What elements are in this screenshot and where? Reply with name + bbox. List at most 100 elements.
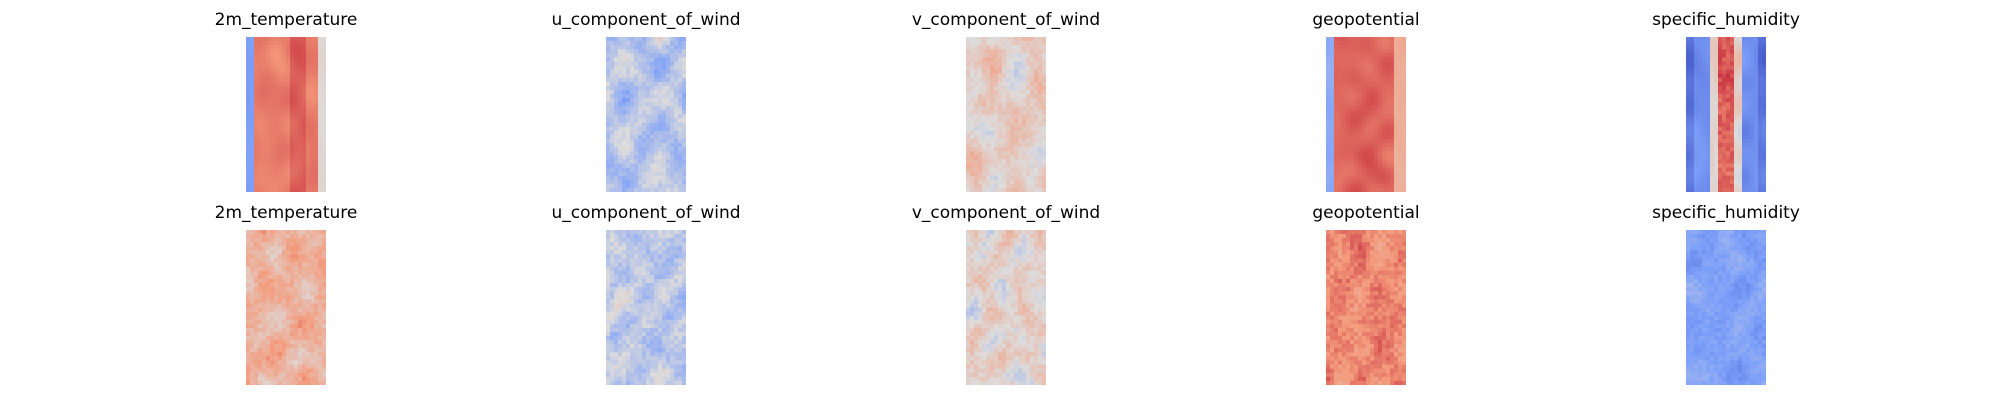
heatmap-cell <box>1358 171 1363 176</box>
heatmap-cell <box>626 258 631 263</box>
heatmap-cell <box>1338 77 1343 83</box>
heatmap-cell <box>642 53 647 58</box>
heatmap-cell <box>646 274 651 280</box>
heatmap-cell <box>1366 85 1371 91</box>
heatmap-cell <box>1334 171 1339 176</box>
heatmap-cell <box>1358 187 1363 192</box>
heatmap-cell <box>322 360 326 365</box>
heatmap-cell <box>1386 69 1391 75</box>
heatmap-cell <box>1030 45 1035 50</box>
heatmap-cell <box>1342 118 1347 123</box>
heatmap-cell <box>654 295 659 300</box>
heatmap-cell <box>262 53 267 58</box>
heatmap-cell <box>1006 143 1011 148</box>
heatmap-cell <box>1366 102 1371 107</box>
heatmap-cell <box>274 187 279 192</box>
heatmap-cell <box>1338 106 1343 111</box>
heatmap-cell <box>314 380 319 385</box>
heatmap-cell <box>266 159 271 164</box>
heatmap-cell <box>1330 102 1335 107</box>
heatmap-cell <box>258 283 263 288</box>
heatmap-cell <box>270 372 275 378</box>
heatmap-cell <box>646 143 651 148</box>
heatmap-cell <box>1018 159 1023 164</box>
heatmap-cell <box>1714 175 1719 181</box>
heatmap-cell <box>1042 167 1046 172</box>
heatmap-cell <box>1354 179 1359 185</box>
heatmap-cell <box>282 167 287 172</box>
heatmap-cell <box>262 147 267 152</box>
heatmap-cell <box>294 187 299 192</box>
heatmap-cell <box>618 242 623 247</box>
heatmap-cell <box>1698 110 1703 115</box>
heatmap-cell <box>282 138 287 144</box>
heatmap-cell <box>990 183 995 189</box>
heatmap-cell <box>1706 167 1711 172</box>
heatmap-cell <box>1718 37 1723 42</box>
heatmap-cell <box>1398 143 1403 148</box>
heatmap-cell <box>1750 130 1755 136</box>
heatmap-cell <box>606 134 611 140</box>
heatmap-cell <box>1722 77 1727 83</box>
heatmap-cell <box>318 122 323 128</box>
heatmap-cell <box>682 126 686 132</box>
heatmap-cell <box>1402 102 1406 107</box>
heatmap-cell <box>1358 151 1363 156</box>
heatmap-cell <box>274 143 279 148</box>
heatmap-cell <box>1394 106 1399 111</box>
heatmap-cell <box>1750 187 1755 192</box>
heatmap-cell <box>650 258 655 263</box>
heatmap-cell <box>1034 143 1039 148</box>
heatmap-cell <box>622 159 627 164</box>
heatmap-cell <box>246 319 251 325</box>
heatmap-cell <box>1354 175 1359 181</box>
heatmap-cell <box>310 163 315 168</box>
heatmap-cell <box>1694 81 1699 87</box>
heatmap-cell <box>1694 94 1699 99</box>
heatmap-cell <box>314 242 319 247</box>
heatmap-cell <box>1018 155 1023 160</box>
heatmap-cell <box>250 159 255 164</box>
heatmap-cell <box>1338 110 1343 115</box>
heatmap-cell <box>274 110 279 115</box>
heatmap-cell <box>290 311 295 316</box>
heatmap-cell <box>258 45 263 50</box>
heatmap-cell <box>318 61 323 66</box>
heatmap-cell <box>286 250 291 255</box>
heatmap-cell <box>974 126 979 132</box>
heatmap-cell <box>1362 187 1367 192</box>
heatmap-cell <box>306 102 311 107</box>
heatmap-cell <box>662 250 667 255</box>
heatmap-cell <box>258 179 263 185</box>
heatmap-cell <box>630 307 635 312</box>
heatmap-cell <box>246 151 251 156</box>
heatmap-cell <box>626 90 631 95</box>
heatmap-cell <box>1394 65 1399 70</box>
heatmap-cell <box>246 242 251 247</box>
heatmap-cell <box>290 41 295 46</box>
heatmap-cell <box>1754 151 1759 156</box>
heatmap-cell <box>650 311 655 316</box>
heatmap-cell <box>294 163 299 168</box>
heatmap-cell <box>1026 53 1031 58</box>
heatmap-cell <box>622 230 627 235</box>
heatmap-cell <box>310 53 315 58</box>
heatmap-cell <box>258 183 263 189</box>
heatmap-cell <box>310 295 315 300</box>
heatmap-cell <box>986 134 991 140</box>
heatmap-cell <box>278 299 283 304</box>
heatmap-cell <box>642 234 647 239</box>
heatmap-cell <box>246 90 251 95</box>
heatmap-cell <box>1334 163 1339 168</box>
heatmap-cell <box>1394 167 1399 172</box>
heatmap-cell <box>626 122 631 128</box>
heatmap-cell <box>1378 49 1383 54</box>
heatmap-cell <box>678 81 683 87</box>
heatmap-cell <box>298 278 303 284</box>
heatmap-cell <box>1014 138 1019 144</box>
heatmap-cell <box>610 37 615 42</box>
heatmap-cell <box>286 258 291 263</box>
heatmap-cell <box>306 319 311 325</box>
heatmap-cell <box>278 57 283 62</box>
heatmap-cell <box>982 61 987 66</box>
